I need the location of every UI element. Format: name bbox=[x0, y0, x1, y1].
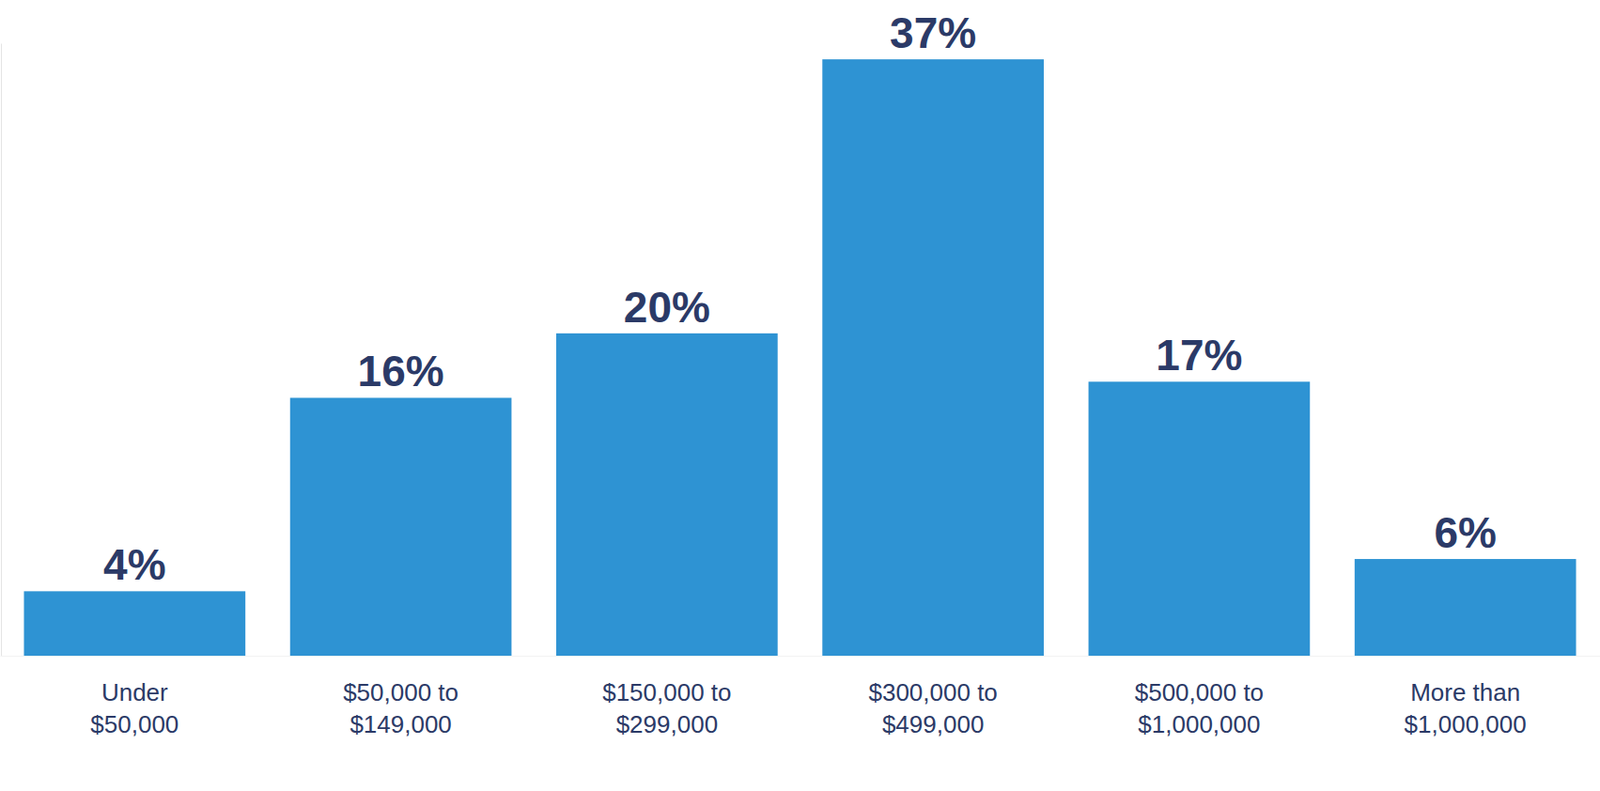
x-axis: Under $50,000 $50,000 to $149,000 $150,000 t… bbox=[0, 655, 1600, 739]
x-tick-label: $50,000 to $149,000 bbox=[342, 678, 459, 739]
x-tick: $50,000 to $149,000 bbox=[342, 655, 459, 739]
bar bbox=[1354, 559, 1577, 656]
data-label: 6% bbox=[1433, 508, 1496, 558]
data-labels: 4% 16% 20% 37% 17% 6% bbox=[103, 8, 1497, 590]
x-tick-label-line: $299,000 bbox=[616, 710, 718, 739]
x-tick: Under $50,000 bbox=[90, 655, 179, 739]
data-label: 16% bbox=[357, 346, 445, 396]
chart: Under $50,000 $50,000 to $149,000 $150,000 t… bbox=[0, 0, 1600, 791]
x-tick-label-line: $150,000 to bbox=[602, 678, 731, 707]
x-tick-label-line: $500,000 to bbox=[1134, 678, 1264, 707]
x-tick: $300,000 to $499,000 bbox=[868, 655, 997, 739]
x-tick: $150,000 to $299,000 bbox=[602, 655, 731, 739]
y-axis-line bbox=[0, 44, 2, 657]
data-label: 4% bbox=[103, 540, 166, 590]
x-tick-label-line: More than bbox=[1410, 678, 1521, 707]
data-label: 20% bbox=[623, 282, 711, 332]
x-tick-label-line: $50,000 bbox=[90, 710, 179, 739]
x-axis-line bbox=[0, 655, 1600, 657]
x-tick-label: $500,000 to $1,000,000 bbox=[1134, 678, 1264, 739]
data-label: 37% bbox=[889, 8, 977, 58]
x-tick: $500,000 to $1,000,000 bbox=[1134, 655, 1264, 739]
x-tick-label: $150,000 to $299,000 bbox=[602, 678, 731, 739]
bar bbox=[23, 590, 246, 656]
x-tick-label: More than $1,000,000 bbox=[1404, 678, 1527, 739]
x-tick-label-line: $149,000 bbox=[349, 710, 451, 739]
x-tick-label-line: Under bbox=[101, 678, 169, 707]
x-tick-label-line: $499,000 bbox=[882, 710, 984, 739]
x-tick-label-line: $50,000 to bbox=[342, 678, 459, 707]
bar bbox=[1088, 381, 1311, 656]
data-label: 17% bbox=[1155, 330, 1243, 380]
x-tick-label: $300,000 to $499,000 bbox=[868, 678, 997, 739]
x-tick-label: Under $50,000 bbox=[90, 678, 179, 739]
bar bbox=[822, 59, 1044, 656]
y-axis bbox=[0, 44, 2, 657]
x-tick-label-line: $1,000,000 bbox=[1137, 710, 1260, 739]
bar bbox=[556, 333, 778, 656]
bars bbox=[23, 59, 1576, 656]
x-tick-label-line: $1,000,000 bbox=[1404, 710, 1527, 739]
bar bbox=[290, 397, 513, 656]
x-tick-label-line: $300,000 to bbox=[868, 678, 997, 707]
x-tick: More than $1,000,000 bbox=[1404, 655, 1527, 739]
